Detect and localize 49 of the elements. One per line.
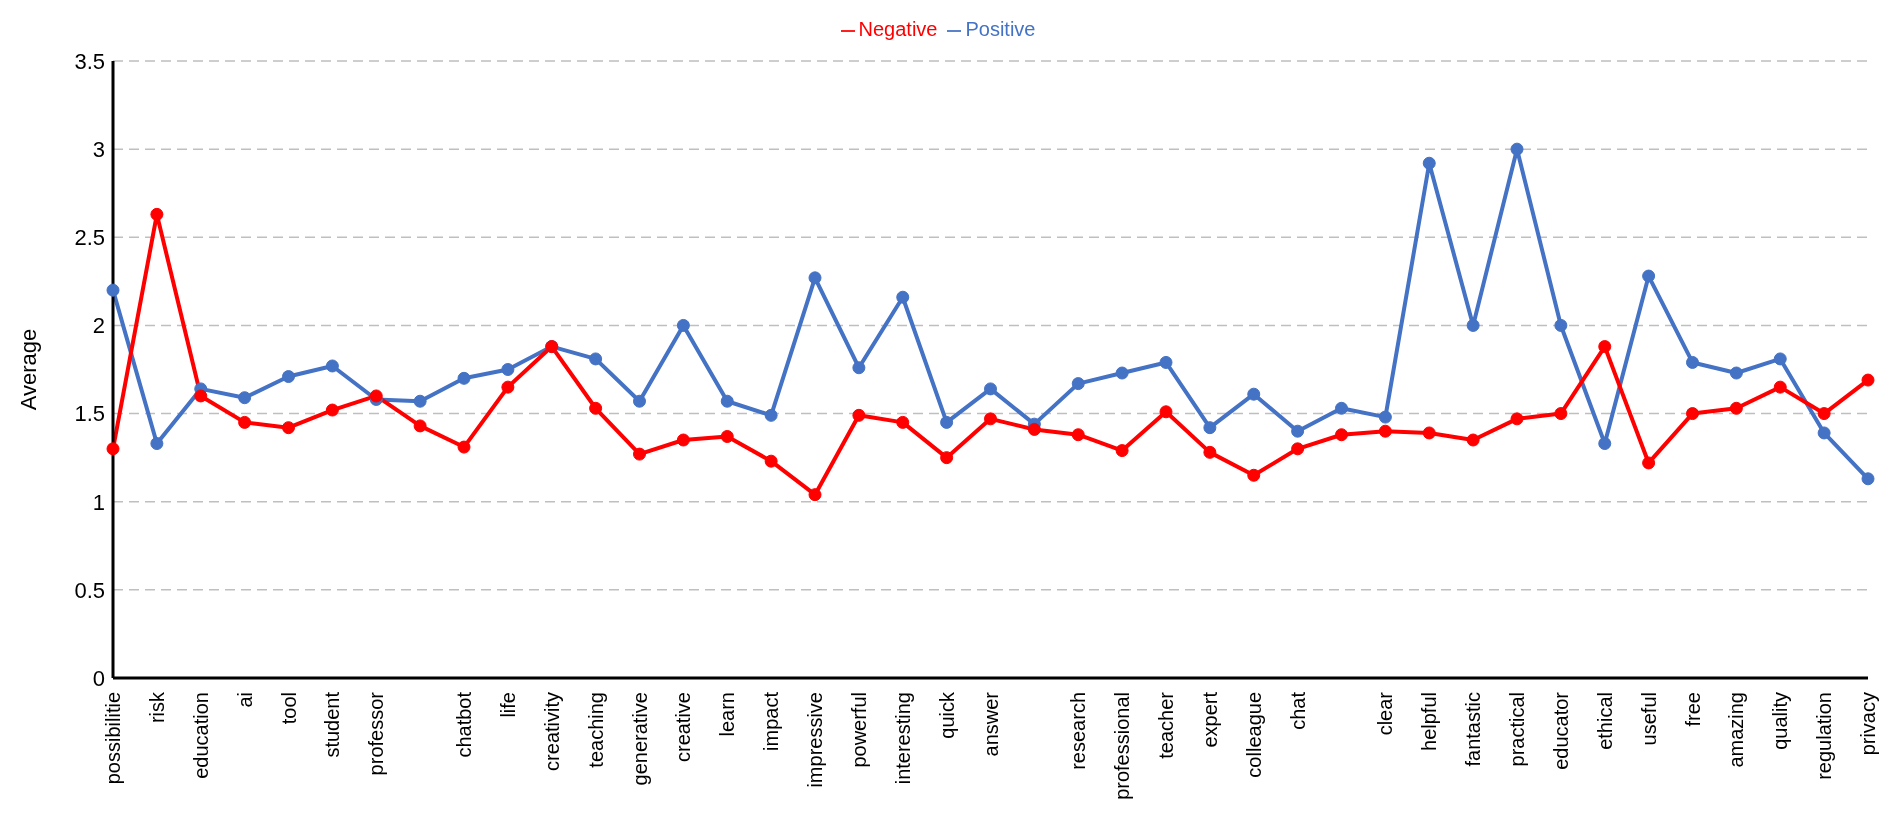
x-tick-label: life <box>496 692 519 718</box>
y-tick-label: 1.5 <box>74 401 105 427</box>
x-tick-label: interesting <box>891 692 914 785</box>
x-tick-label: practical <box>1506 692 1528 767</box>
legend-label: Negative <box>858 18 938 40</box>
y-tick-label: 3 <box>92 136 105 162</box>
legend-label: Positive <box>965 18 1036 40</box>
x-tick-label: research <box>1067 692 1090 770</box>
y-tick-label: 2.5 <box>74 225 105 251</box>
x-tick-label: amazing <box>1725 692 1748 768</box>
y-axis-title: Average <box>15 328 41 411</box>
x-tick-label: professor <box>365 691 388 776</box>
x-tick-label: powerful <box>847 692 870 768</box>
x-tick-label: quick <box>935 691 958 739</box>
x-tick-label: risk <box>145 691 168 724</box>
x-tick-label: chat <box>1286 691 1309 730</box>
x-tick-label: tool <box>277 692 300 725</box>
x-tick-label: clear <box>1374 691 1397 736</box>
x-tick-label: helpful <box>1418 692 1441 751</box>
y-tick-label: 0.5 <box>74 577 105 603</box>
x-tick-label: possibilitie <box>102 692 124 785</box>
x-tick-label: ai <box>233 692 256 708</box>
x-tick-label: teaching <box>584 692 607 768</box>
x-tick-label: fantastic <box>1462 692 1485 767</box>
x-tick-label: free <box>1681 692 1704 727</box>
x-tick-label: answer <box>979 691 1002 757</box>
x-tick-label: generative <box>628 692 651 786</box>
x-tick-label: expert <box>1198 691 1221 748</box>
x-tick-label: colleague <box>1242 692 1265 778</box>
y-tick-label: 3.5 <box>74 48 105 74</box>
x-tick-label: educator <box>1549 691 1572 770</box>
x-tick-label: privacy <box>1857 692 1879 756</box>
x-tick-label: teacher <box>1155 691 1177 759</box>
x-tick-label: impressive <box>804 692 826 788</box>
x-tick-label: education <box>189 692 212 779</box>
x-tick-label: professional <box>1111 692 1134 800</box>
x-tick-label: regulation <box>1813 692 1836 780</box>
y-tick-label: 2 <box>92 313 105 339</box>
x-tick-label: ethical <box>1593 692 1616 750</box>
x-tick-label: learn <box>716 692 739 737</box>
x-tick-label: quality <box>1769 692 1792 750</box>
x-tick-label: impact <box>760 691 783 751</box>
x-tick-label: chatbot <box>453 691 475 758</box>
x-tick-label: creative <box>672 692 695 763</box>
x-tick-label: student <box>321 691 344 758</box>
x-tick-label: useful <box>1637 692 1660 746</box>
x-tick-label: creativity <box>540 692 563 771</box>
y-tick-label: 0 <box>92 665 105 691</box>
y-tick-label: 1 <box>92 489 105 515</box>
